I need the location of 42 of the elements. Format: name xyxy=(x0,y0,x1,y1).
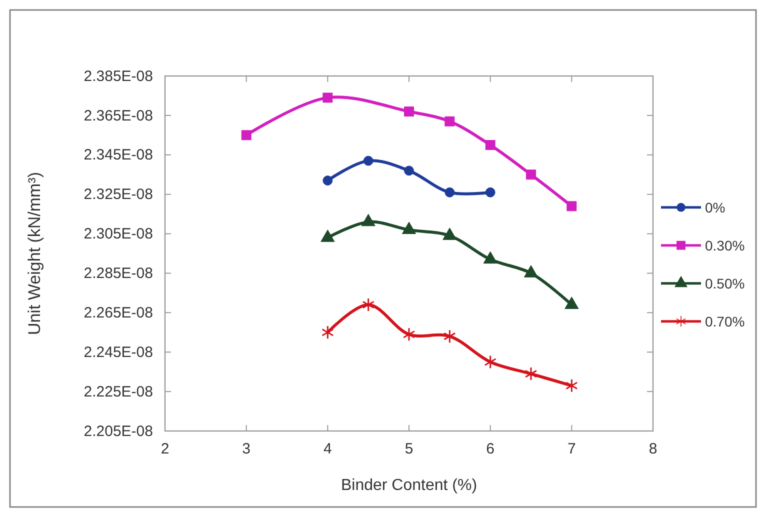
point xyxy=(524,366,538,381)
point xyxy=(402,327,416,342)
x-tick-label: 3 xyxy=(242,440,251,458)
point xyxy=(566,378,578,393)
point xyxy=(322,325,334,340)
point xyxy=(566,201,577,212)
y-tick-label: 2.285E-08 xyxy=(84,265,153,282)
point xyxy=(322,176,333,186)
x-tick-label: 4 xyxy=(323,440,332,458)
x-tick-label: 8 xyxy=(648,440,658,458)
y-axis-title: Unit Weight (kN/mm³) xyxy=(25,172,44,336)
x-axis-title: Binder Content (%) xyxy=(340,477,478,494)
legend-label: 0.70% xyxy=(705,313,745,330)
x-tick-label: 7 xyxy=(567,440,576,458)
legend-label: 0.30% xyxy=(705,237,745,254)
y-tick-label: 2.265E-08 xyxy=(84,304,153,322)
point xyxy=(485,140,496,150)
point xyxy=(484,354,496,369)
point xyxy=(444,329,456,344)
point xyxy=(362,298,374,312)
legend-label: 0.50% xyxy=(705,275,745,292)
y-tick-label: 2.365E-08 xyxy=(84,107,153,124)
y-tick-label: 2.205E-08 xyxy=(84,422,153,440)
point xyxy=(363,156,374,166)
x-tick-label: 5 xyxy=(404,440,414,458)
y-tick-label: 2.325E-08 xyxy=(84,186,153,204)
y-tick-label: 2.245E-08 xyxy=(84,344,153,361)
y-tick-label: 2.345E-08 xyxy=(84,146,153,164)
point xyxy=(444,116,455,126)
x-tick-label: 6 xyxy=(486,440,495,458)
y-tick-label: 2.225E-08 xyxy=(84,383,153,400)
point xyxy=(241,130,252,140)
point xyxy=(404,166,414,176)
legend-label: 0% xyxy=(705,199,726,216)
point xyxy=(444,187,455,198)
point xyxy=(322,92,333,103)
point xyxy=(485,187,496,198)
point xyxy=(526,170,536,180)
y-tick-label: 2.305E-08 xyxy=(84,226,153,243)
point xyxy=(404,106,414,116)
x-tick-label: 2 xyxy=(160,440,170,458)
y-tick-label: 2.385E-08 xyxy=(84,68,153,85)
